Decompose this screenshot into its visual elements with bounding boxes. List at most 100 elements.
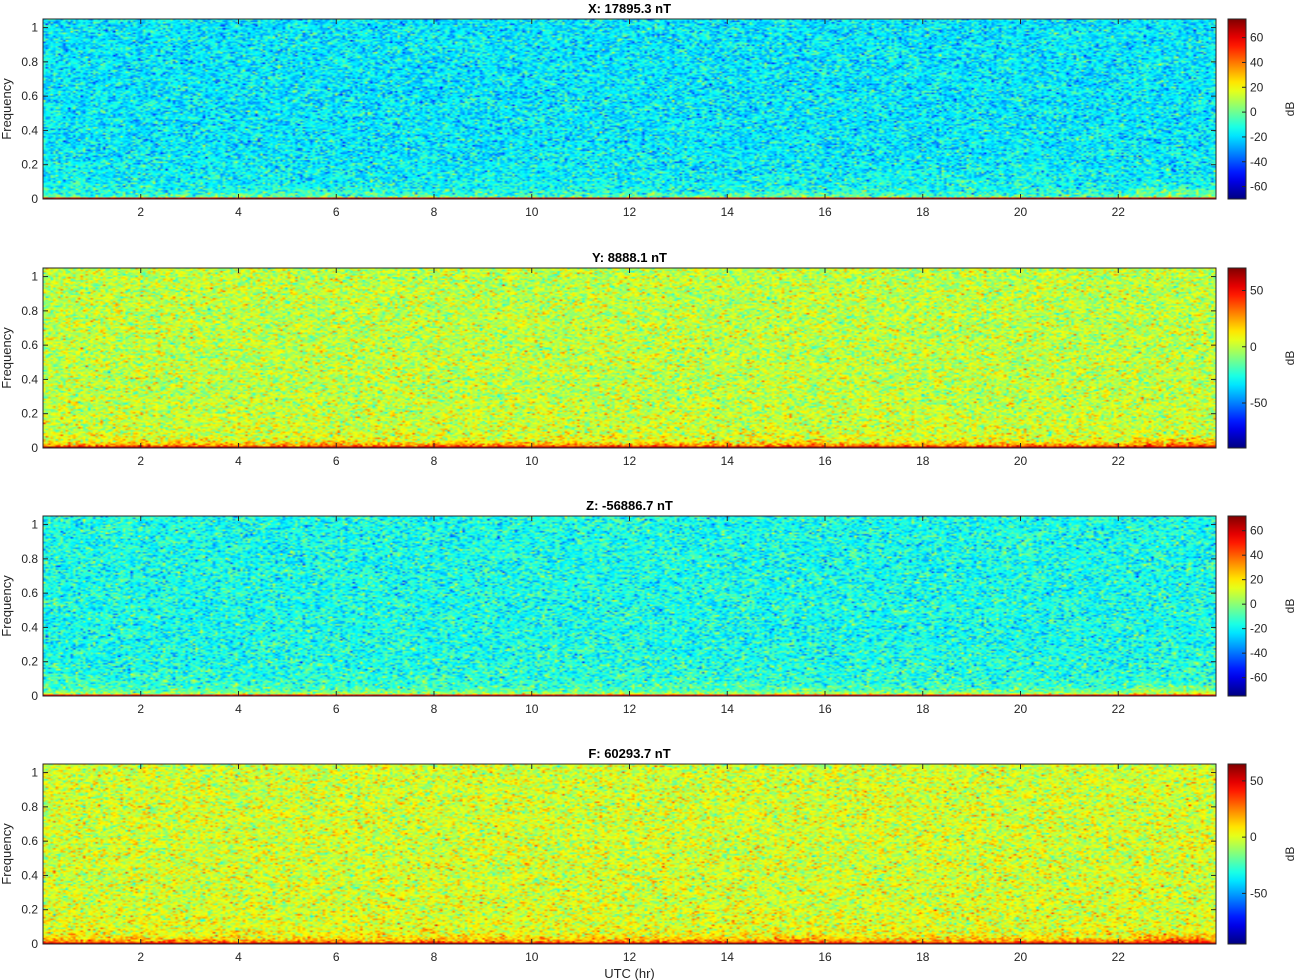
colorbar-tick-label: 0 xyxy=(1250,340,1257,354)
x-tick-label: 22 xyxy=(1112,454,1126,468)
panel-1: 2 4 6 8 10 12 14 16 18 20 22 0 0.2 0.4 0.6 0.8 1 Y: 8888.… xyxy=(0,250,1297,468)
x-tick-label: 20 xyxy=(1014,205,1028,219)
colorbar-tick-label: 50 xyxy=(1250,284,1264,298)
x-tick-label: 16 xyxy=(818,454,832,468)
y-axis-label: Frequency xyxy=(0,327,14,389)
colorbar-tick-label: 20 xyxy=(1250,80,1264,94)
colorbar-tick-label: 60 xyxy=(1250,31,1264,45)
x-tick-label: 4 xyxy=(235,702,242,716)
x-tick-label: 2 xyxy=(137,702,144,716)
x-tick-label: 10 xyxy=(525,702,539,716)
x-tick-label: 20 xyxy=(1014,702,1028,716)
colorbar-tick-label: -40 xyxy=(1250,155,1268,169)
y-tick-label: 0 xyxy=(31,689,38,703)
spectrogram-image xyxy=(43,516,1216,696)
y-axis-label: Frequency xyxy=(0,823,14,885)
x-tick-label: 14 xyxy=(721,205,735,219)
x-tick-label: 14 xyxy=(721,702,735,716)
colorbar xyxy=(1227,267,1247,449)
colorbar-label: dB xyxy=(1283,847,1297,862)
colorbar-tick-label: 20 xyxy=(1250,573,1264,587)
panel-2: 2 4 6 8 10 12 14 16 18 20 22 0 0.2 0.4 0.6 0.8 1 Z: -5688… xyxy=(0,498,1297,716)
y-tick-label: 0 xyxy=(31,937,38,951)
x-tick-label: 16 xyxy=(818,950,832,964)
chart-title: F: 60293.7 nT xyxy=(588,746,670,761)
colorbar-tick-label: 0 xyxy=(1250,105,1257,119)
y-tick-label: 0.6 xyxy=(21,834,38,848)
colorbar-label: dB xyxy=(1283,102,1297,117)
chart-title: X: 17895.3 nT xyxy=(588,1,671,16)
spectrogram-image xyxy=(43,268,1216,448)
colorbar-tick-label: -60 xyxy=(1250,671,1268,685)
x-axis-label: UTC (hr) xyxy=(604,966,655,980)
x-tick-label: 12 xyxy=(623,205,637,219)
x-tick-label: 16 xyxy=(818,205,832,219)
x-tick-label: 22 xyxy=(1112,950,1126,964)
y-tick-label: 0.8 xyxy=(21,552,38,566)
colorbar-tick-label: 0 xyxy=(1250,830,1257,844)
x-tick-label: 14 xyxy=(721,454,735,468)
x-tick-label: 8 xyxy=(431,454,438,468)
y-tick-label: 0.6 xyxy=(21,586,38,600)
x-tick-label: 18 xyxy=(916,702,930,716)
spectrogram-image xyxy=(43,764,1216,944)
x-tick-label: 4 xyxy=(235,454,242,468)
colorbar-tick-label: -20 xyxy=(1250,130,1268,144)
y-tick-label: 0 xyxy=(31,441,38,455)
y-tick-label: 0.4 xyxy=(21,123,38,137)
x-tick-label: 6 xyxy=(333,454,340,468)
y-tick-label: 0.8 xyxy=(21,55,38,69)
x-tick-label: 2 xyxy=(137,950,144,964)
y-tick-label: 0.2 xyxy=(21,903,38,917)
y-tick-label: 0.2 xyxy=(21,158,38,172)
y-tick-label: 0 xyxy=(31,192,38,206)
colorbar xyxy=(1227,18,1247,200)
x-tick-label: 18 xyxy=(916,950,930,964)
spectrogram-image xyxy=(43,19,1216,199)
colorbar-label: dB xyxy=(1283,351,1297,366)
y-tick-label: 1 xyxy=(31,766,38,780)
colorbar xyxy=(1227,515,1247,697)
x-tick-label: 2 xyxy=(137,205,144,219)
x-tick-label: 12 xyxy=(623,702,637,716)
x-tick-label: 2 xyxy=(137,454,144,468)
colorbar-tick-label: 60 xyxy=(1250,524,1264,538)
y-tick-label: 1 xyxy=(31,270,38,284)
x-tick-label: 12 xyxy=(623,454,637,468)
colorbar xyxy=(1227,763,1247,945)
x-tick-label: 22 xyxy=(1112,205,1126,219)
colorbar-tick-label: -50 xyxy=(1250,886,1268,900)
y-tick-label: 0.8 xyxy=(21,800,38,814)
colorbar-tick-label: -60 xyxy=(1250,180,1268,194)
y-tick-label: 1 xyxy=(31,21,38,35)
y-tick-label: 0.2 xyxy=(21,655,38,669)
x-tick-label: 8 xyxy=(431,950,438,964)
x-tick-label: 18 xyxy=(916,454,930,468)
x-tick-label: 10 xyxy=(525,950,539,964)
x-tick-label: 6 xyxy=(333,702,340,716)
x-tick-label: 10 xyxy=(525,454,539,468)
x-tick-label: 8 xyxy=(431,205,438,219)
y-tick-label: 0.6 xyxy=(21,338,38,352)
y-tick-label: 0.4 xyxy=(21,620,38,634)
x-tick-label: 6 xyxy=(333,950,340,964)
x-tick-label: 4 xyxy=(235,205,242,219)
y-tick-label: 0.2 xyxy=(21,407,38,421)
colorbar-tick-label: 50 xyxy=(1250,774,1264,788)
y-tick-label: 0.4 xyxy=(21,372,38,386)
colorbar-label: dB xyxy=(1283,599,1297,614)
y-tick-label: 0.6 xyxy=(21,89,38,103)
x-tick-label: 6 xyxy=(333,205,340,219)
x-tick-label: 18 xyxy=(916,205,930,219)
x-tick-label: 16 xyxy=(818,702,832,716)
panel-0: 2 4 6 8 10 12 14 16 18 20 22 0 0.2 0.4 0.6 0.8 1 X: 17895… xyxy=(0,1,1297,219)
colorbar-tick-label: -40 xyxy=(1250,646,1268,660)
y-axis-label: Frequency xyxy=(0,78,14,140)
panel-3: 2 4 6 8 10 12 14 16 18 20 22 0 0.2 0.4 0.6 0.8 1 F: 60293… xyxy=(0,746,1297,980)
colorbar-tick-label: -50 xyxy=(1250,396,1268,410)
x-tick-label: 20 xyxy=(1014,454,1028,468)
colorbar-tick-label: 40 xyxy=(1250,55,1264,69)
y-tick-label: 1 xyxy=(31,518,38,532)
colorbar-tick-label: 40 xyxy=(1250,548,1264,562)
